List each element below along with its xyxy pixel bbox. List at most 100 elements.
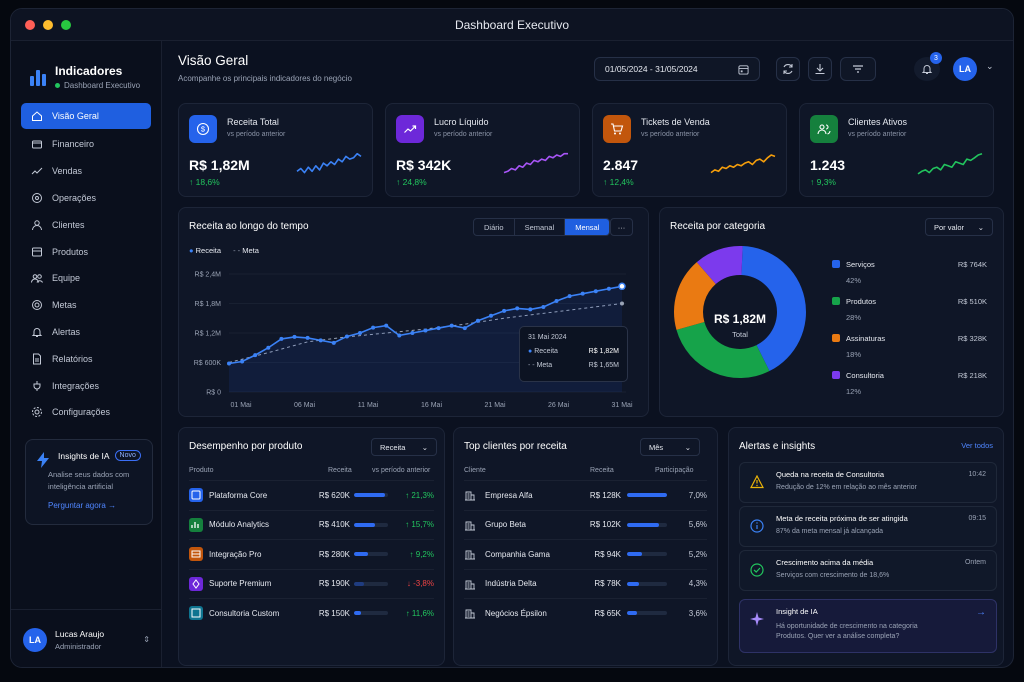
col-cliente: Cliente (464, 467, 486, 474)
trend-up-icon (396, 115, 424, 143)
building-icon (465, 609, 475, 619)
sidebar-item-8[interactable]: Alertas (21, 319, 151, 346)
donut-slice-1 (676, 322, 770, 378)
products-card: Desempenho por produto Receita ⌄ Produto … (178, 427, 445, 666)
y-tick-label: R$ 1,8M (195, 301, 222, 308)
table-row[interactable]: Plataforma Core R$ 620K ↑ 21,3% (189, 480, 434, 510)
donut-slice-3 (696, 246, 743, 285)
users-icon (32, 220, 42, 230)
date-range-picker[interactable]: 01/05/2024 - 31/05/2024 (594, 57, 760, 81)
warning-icon (750, 475, 764, 489)
table-row[interactable]: Módulo Analytics R$ 410K ↑ 15,7% (189, 509, 434, 540)
period-tabs: Diário Semanal Mensal (473, 218, 611, 236)
close-window-button[interactable] (25, 20, 35, 30)
alert-item[interactable]: Crescimento acima da média Serviços com … (739, 550, 997, 591)
gear-icon (32, 407, 42, 418)
header-avatar[interactable]: LA (953, 57, 977, 81)
minimize-window-button[interactable] (43, 20, 53, 30)
product-value: R$ 150K (318, 608, 350, 618)
receita-point (305, 335, 310, 340)
sort-dropdown[interactable]: Por valor ⌄ (925, 218, 993, 236)
sidebar-item-4[interactable]: Clientes (21, 211, 151, 238)
kpi-card-0[interactable]: $ Receita Total vs período anterior R$ 1… (178, 103, 373, 197)
chevron-updown-icon[interactable]: ⇕ (143, 635, 150, 644)
sidebar-item-label: Relatórios (52, 353, 93, 364)
kpi-card-1[interactable]: Lucro Líquido vs período anterior R$ 342… (385, 103, 580, 197)
category-legend-item[interactable]: Assinaturas R$ 328K 18% (832, 334, 987, 359)
bell-icon (31, 328, 43, 337)
filter-button[interactable] (840, 57, 876, 81)
table-row[interactable]: Companhia Gama R$ 94K 5,2% (464, 539, 707, 569)
products-dropdown[interactable]: Receita ⌄ (371, 438, 437, 456)
table-row[interactable]: Indústria Delta R$ 78K 4,3% (464, 568, 707, 599)
table-row[interactable]: Grupo Beta R$ 102K 5,6% (464, 509, 707, 540)
clients-card: Top clientes por receita Mês ⌄ Cliente Re… (453, 427, 718, 666)
client-value: R$ 78K (594, 579, 621, 589)
tab-weekly[interactable]: Semanal (515, 219, 566, 235)
alert-item[interactable]: Meta de receita próxima de ser atingida … (739, 506, 997, 547)
sidebar-item-2[interactable]: Vendas (21, 158, 151, 185)
ia-card-text: Analise seus dados com inteligência arti… (48, 470, 130, 491)
kpi-card-3[interactable]: Clientes Ativos vs período anterior 1.24… (799, 103, 994, 197)
revenue-chart-title: Receita ao longo do tempo (189, 221, 309, 232)
category-legend-item[interactable]: Serviços R$ 764K 42% (832, 260, 987, 285)
legend-label: Produtos (846, 297, 877, 306)
tab-daily[interactable]: Diário (474, 219, 515, 235)
sidebar-item-9[interactable]: Relatórios (21, 345, 151, 372)
maximize-window-button[interactable] (61, 20, 71, 30)
refresh-button[interactable] (776, 57, 800, 81)
table-row[interactable]: Empresa Alfa R$ 128K 7,0% (464, 480, 707, 510)
tooltip-meta-label: Meta (536, 362, 553, 369)
receita-point (515, 306, 520, 311)
receita-point (449, 323, 454, 328)
sidebar-item-7[interactable]: Metas (21, 292, 151, 319)
sidebar-item-label: Visão Geral (52, 111, 99, 121)
sparkline (917, 152, 983, 175)
kpi-card-2[interactable]: Tickets de Venda vs período anterior 2.8… (592, 103, 787, 197)
user-profile[interactable]: LA Lucas Araujo Administrador ⇕ (11, 609, 162, 667)
donut-center-value: R$ 1,82M (713, 312, 767, 326)
kpi-value: 1.243 (810, 157, 846, 173)
notifications-button[interactable]: 3 (914, 52, 942, 81)
table-row[interactable]: Suporte Premium R$ 190K ↓ -3,8% (189, 568, 434, 599)
client-name: Grupo Beta (485, 520, 526, 530)
table-row[interactable]: Consultoria Custom R$ 150K ↑ 11,6% (189, 598, 434, 628)
donut-slice-2 (674, 262, 716, 330)
receita-point (554, 299, 559, 304)
insight-text-2: Produtos. Quer ver a análise completa? (776, 633, 900, 640)
sidebar-item-label: Produtos (52, 246, 89, 257)
ask-now-link[interactable]: Perguntar agora → (48, 501, 117, 510)
sidebar-item-11[interactable]: Configurações (21, 399, 151, 426)
product-bar (354, 581, 388, 586)
legend-swatch (832, 297, 840, 305)
receita-point (358, 331, 362, 335)
sidebar-item-10[interactable]: Integrações (21, 372, 151, 399)
legend-swatch (832, 260, 840, 268)
download-button[interactable] (808, 57, 832, 81)
sidebar-item-1[interactable]: Financeiro (21, 131, 151, 158)
category-legend-item[interactable]: Consultoria R$ 218K 12% (832, 371, 987, 396)
table-row[interactable]: Negócios Épsilon R$ 65K 3,6% (464, 598, 707, 628)
sidebar-item-0[interactable]: Visão Geral (21, 103, 151, 129)
status-dot-icon (55, 83, 60, 88)
tab-monthly[interactable]: Mensal (565, 219, 610, 235)
sidebar-item-5[interactable]: Produtos (21, 238, 151, 265)
product-name: Integração Pro (209, 549, 262, 559)
legend-label: Consultoria (846, 371, 884, 380)
bell-icon (921, 65, 933, 74)
file-icon (33, 353, 41, 365)
alert-item[interactable]: Queda na receita de Consultoria Redução … (739, 462, 997, 503)
sidebar-item-6[interactable]: Equipe (21, 265, 151, 292)
clients-dropdown[interactable]: Mês ⌄ (640, 438, 700, 456)
target-icon (32, 300, 42, 311)
see-all-link[interactable]: Ver todos (961, 441, 993, 450)
alert-title: Meta de receita próxima de ser atingida (776, 514, 908, 523)
ai-insight-card[interactable]: Insight de IA Há oportunidade de crescim… (739, 599, 997, 653)
chevron-down-icon[interactable]: ⌄ (986, 61, 994, 71)
table-row[interactable]: Integração Pro R$ 280K ↑ 9,2% (189, 539, 434, 569)
sidebar-item-3[interactable]: Operações (21, 185, 151, 212)
category-legend-item[interactable]: Produtos R$ 510K 28% (832, 297, 987, 322)
legend-percent: 28% (846, 313, 862, 322)
more-options-button[interactable]: ··· (610, 218, 633, 236)
arrow-right-icon[interactable]: → (976, 607, 986, 618)
